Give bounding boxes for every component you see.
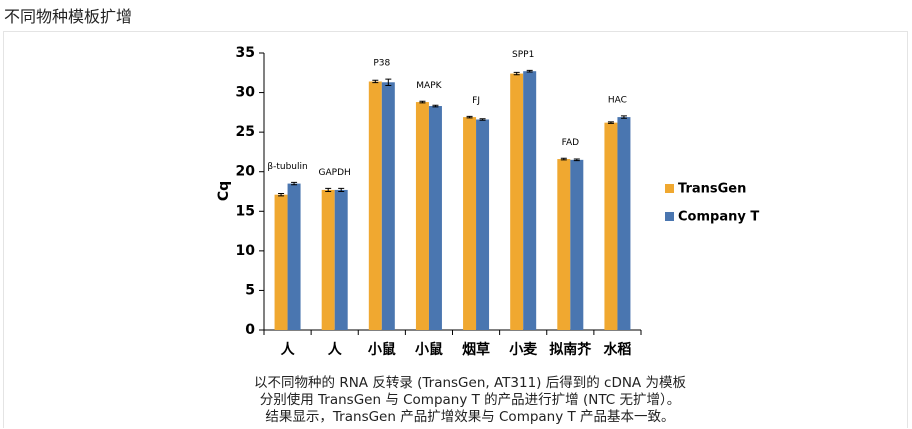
bar bbox=[510, 73, 524, 330]
caption-line: 分别使用 TransGen 与 Company T 的产品进行扩增 (NTC 无… bbox=[259, 392, 681, 408]
error-bar bbox=[620, 115, 627, 119]
bar bbox=[321, 189, 335, 330]
x-tick-label: 人 bbox=[281, 341, 296, 358]
caption-line: 结果显示，TransGen 产品扩增效果与 Company T 产品基本一致。 bbox=[265, 409, 675, 425]
y-tick-label: 30 bbox=[236, 85, 256, 101]
bar bbox=[476, 119, 490, 330]
y-tick-label: 35 bbox=[236, 45, 255, 61]
error-bar bbox=[338, 187, 345, 192]
annotation: MAPK bbox=[416, 81, 442, 91]
error-bar bbox=[278, 192, 285, 197]
bar bbox=[604, 122, 618, 330]
content-box bbox=[3, 31, 908, 428]
bar bbox=[287, 183, 301, 330]
bar bbox=[523, 71, 537, 331]
bar bbox=[557, 159, 571, 330]
y-axis-label: Cq bbox=[216, 181, 232, 201]
y-tick-label: 15 bbox=[236, 203, 255, 219]
y-tick-label: 20 bbox=[236, 164, 256, 180]
annotation: GAPDH bbox=[319, 168, 351, 178]
bar bbox=[274, 194, 288, 330]
annotation: HAC bbox=[608, 95, 627, 105]
annotation: β-tubulin bbox=[267, 162, 307, 172]
error-bar bbox=[607, 121, 614, 124]
legend-swatch bbox=[665, 212, 674, 221]
x-tick-label: 小鼠 bbox=[368, 341, 396, 358]
annotation: FJ bbox=[472, 96, 480, 106]
error-bar bbox=[513, 71, 520, 76]
x-tick-label: 人 bbox=[328, 341, 343, 358]
error-bar bbox=[573, 158, 580, 162]
error-bar bbox=[560, 157, 567, 161]
caption-line: 以不同物种的 RNA 反转录 (TransGen, AT311) 后得到的 cD… bbox=[254, 375, 686, 391]
page-title: 不同物种模板扩增 bbox=[4, 7, 133, 26]
error-bar bbox=[466, 115, 473, 119]
bar bbox=[334, 189, 348, 330]
legend-label: TransGen bbox=[678, 182, 746, 197]
annotation: P38 bbox=[373, 59, 390, 69]
legend-label: Company T bbox=[678, 210, 759, 225]
annotation: SPP1 bbox=[512, 50, 534, 60]
error-bar bbox=[479, 118, 486, 121]
error-bar bbox=[385, 78, 392, 86]
error-bar bbox=[372, 79, 379, 84]
error-bar bbox=[419, 100, 426, 104]
annotation: FAD bbox=[562, 138, 580, 148]
bar bbox=[617, 117, 631, 330]
y-tick-label: 25 bbox=[236, 124, 255, 140]
bar bbox=[381, 82, 395, 330]
error-bar bbox=[432, 104, 439, 108]
error-bar bbox=[325, 187, 332, 192]
x-tick-label: 小鼠 bbox=[415, 341, 443, 358]
bar bbox=[463, 117, 477, 330]
bar bbox=[368, 81, 382, 331]
x-tick-label: 水稻 bbox=[603, 341, 631, 358]
y-tick-label: 5 bbox=[245, 282, 255, 298]
bar bbox=[415, 102, 429, 330]
y-tick-label: 10 bbox=[236, 243, 256, 259]
error-bar bbox=[526, 69, 533, 73]
x-tick-label: 拟南芥 bbox=[549, 341, 592, 358]
x-tick-label: 小麦 bbox=[509, 341, 538, 358]
y-tick-label: 0 bbox=[245, 322, 255, 338]
bar bbox=[428, 106, 442, 330]
error-bar bbox=[291, 181, 298, 186]
legend-swatch bbox=[665, 184, 674, 193]
x-tick-label: 烟草 bbox=[462, 341, 490, 358]
bar bbox=[570, 159, 584, 330]
